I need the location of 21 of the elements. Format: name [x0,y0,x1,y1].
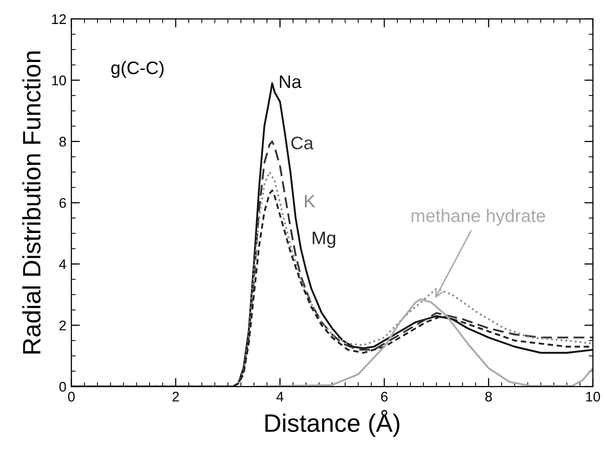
y-tick-label: 8 [59,136,66,147]
y-tick-label: 6 [60,198,66,208]
series-label: Mg [312,232,336,248]
x-tick-label: 8 [485,392,492,402]
y-tick-label: 2 [60,320,66,330]
y-tick-label: 12 [52,14,66,24]
x-tick-label: 4 [276,392,284,402]
series-label: K [304,194,316,208]
x-tick-label: 10 [586,392,600,402]
series-label: Ca [291,136,314,150]
series-label: Na [280,76,302,88]
y-tick-label: 0 [59,382,66,392]
y-tick-label: 4 [59,259,66,270]
y-tick-label: 10 [52,76,66,86]
x-tick-label: 6 [381,392,388,402]
x-tick-label: 0 [68,392,75,402]
y-axis-title: Radial Distribution Function [22,51,41,354]
annotation: g(C-C) [111,60,164,78]
x-axis-title: Distance (Å) [265,410,400,437]
text: methane hydrate [412,208,546,226]
x-tick-label: 2 [172,392,179,402]
